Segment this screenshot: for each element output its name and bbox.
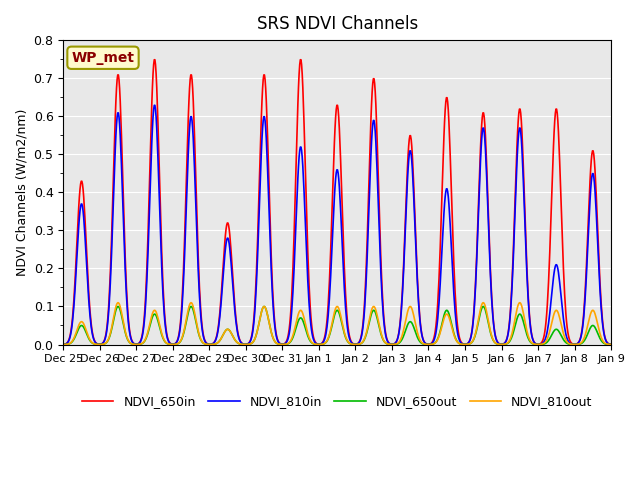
NDVI_650out — [451, 333, 458, 338]
Line: NDVI_810out: NDVI_810out — [63, 303, 611, 345]
NDVI_650out — [473, 327, 481, 333]
NDVI_650out — [534, 342, 541, 348]
Title: SRS NDVI Channels: SRS NDVI Channels — [257, 15, 418, 33]
Legend: NDVI_650in, NDVI_810in, NDVI_650out, NDVI_810out: NDVI_650in, NDVI_810in, NDVI_650out, NDV… — [77, 390, 597, 413]
NDVI_810in — [533, 341, 541, 347]
NDVI_810in — [450, 291, 458, 297]
NDVI_810out — [114, 300, 122, 306]
NDVI_650in — [60, 342, 67, 348]
NDVI_650out — [114, 304, 122, 310]
NDVI_810in — [472, 271, 480, 277]
NDVI_650out — [205, 342, 213, 348]
NDVI_650in — [534, 341, 541, 347]
NDVI_810out — [60, 342, 67, 348]
NDVI_650out — [607, 342, 615, 348]
NDVI_650out — [294, 318, 302, 324]
NDVI_650in — [150, 57, 158, 62]
Line: NDVI_650out: NDVI_650out — [63, 307, 611, 345]
Line: NDVI_810in: NDVI_810in — [63, 105, 611, 345]
NDVI_650in — [451, 276, 458, 282]
NDVI_650in — [120, 195, 127, 201]
NDVI_810in — [534, 342, 542, 348]
NDVI_810in — [120, 216, 127, 222]
NDVI_810out — [473, 325, 481, 331]
NDVI_810out — [451, 334, 458, 339]
NDVI_650out — [120, 324, 128, 330]
Y-axis label: NDVI Channels (W/m2/nm): NDVI Channels (W/m2/nm) — [15, 108, 28, 276]
NDVI_650in — [473, 251, 481, 256]
NDVI_810in — [60, 342, 67, 348]
Text: WP_met: WP_met — [72, 51, 134, 65]
NDVI_810in — [294, 175, 301, 181]
NDVI_650in — [294, 84, 302, 90]
NDVI_810out — [205, 342, 213, 348]
NDVI_810out — [120, 322, 128, 328]
NDVI_650out — [203, 341, 211, 347]
NDVI_810out — [203, 341, 211, 347]
NDVI_810out — [294, 311, 302, 316]
NDVI_650in — [205, 342, 213, 348]
NDVI_810out — [534, 342, 541, 348]
NDVI_810out — [607, 342, 615, 348]
NDVI_650out — [60, 342, 67, 348]
NDVI_810in — [203, 341, 211, 347]
Line: NDVI_650in: NDVI_650in — [63, 60, 611, 345]
NDVI_810in — [150, 102, 158, 108]
NDVI_650in — [607, 341, 615, 347]
NDVI_810in — [607, 341, 615, 347]
NDVI_650in — [203, 340, 211, 346]
